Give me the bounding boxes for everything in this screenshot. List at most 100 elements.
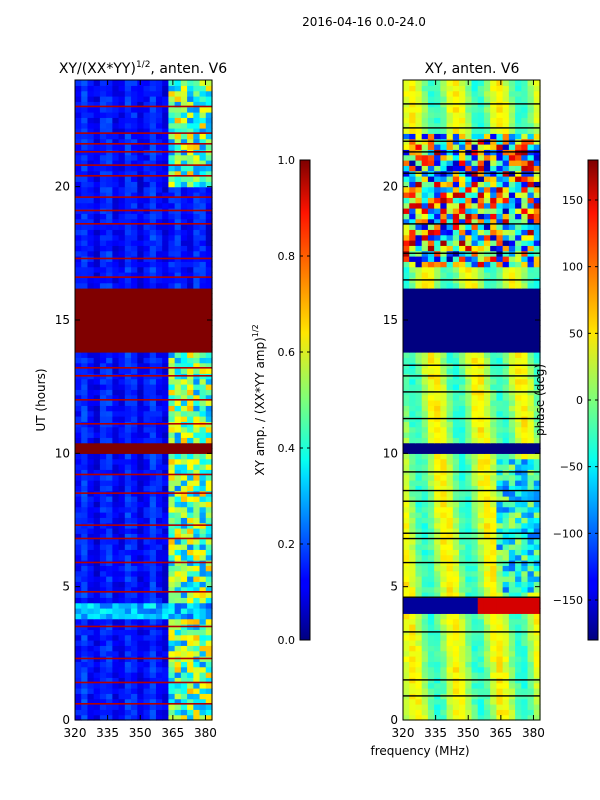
amplitude-cell [149, 128, 157, 134]
amplitude-cell [168, 416, 176, 422]
phase-cell [434, 698, 441, 705]
amplitude-cell [199, 608, 207, 614]
phase-cell [521, 517, 529, 524]
phase-cell [502, 400, 510, 406]
amplitude-cell [193, 688, 201, 694]
phase-cell [477, 474, 485, 481]
amplitude-cell [118, 682, 126, 689]
phase-cell [527, 330, 535, 337]
phase-cell [483, 357, 491, 364]
phase-cell [508, 410, 516, 417]
amplitude-cell [149, 197, 157, 204]
amplitude-cell [149, 464, 157, 470]
amplitude-cell [149, 186, 157, 193]
phase-cell [490, 480, 498, 486]
amplitude-cell [174, 112, 182, 118]
phase-cell [465, 517, 473, 524]
amplitude-cell [137, 261, 145, 268]
amplitude-cell [187, 458, 194, 465]
phase-cell [403, 522, 410, 529]
phase-cell [409, 650, 417, 657]
phase-cell [502, 256, 510, 262]
phase-cell [440, 330, 448, 337]
amplitude-cell [75, 672, 82, 678]
phase-cell [415, 490, 423, 497]
amplitude-cell [205, 213, 213, 220]
phase-cell [515, 234, 522, 241]
amplitude-cell [174, 672, 182, 678]
amplitude-cell [81, 80, 89, 86]
amplitude-cell [205, 341, 213, 348]
amplitude-cell [93, 565, 101, 572]
phase-cell [496, 709, 504, 716]
phase-cell [465, 458, 473, 465]
amplitude-cell [118, 405, 126, 412]
amplitude-cell [187, 250, 194, 257]
phase-cell [446, 378, 454, 385]
amplitude-cell [93, 538, 101, 545]
phase-cell [409, 640, 417, 646]
amplitude-cell [187, 704, 194, 710]
amplitude-cell [81, 304, 89, 310]
amplitude-cell [99, 453, 107, 460]
amplitude-cell [205, 186, 213, 193]
phase-cell [459, 698, 466, 705]
amplitude-cell [87, 298, 95, 305]
amplitude-cell [143, 266, 151, 273]
phase-cell [427, 341, 435, 348]
phase-cell [483, 666, 491, 673]
phase-cell [446, 538, 454, 545]
amplitude-cell [187, 245, 194, 252]
phase-cell [440, 714, 448, 721]
phase-cell [502, 426, 510, 433]
amplitude-cell [118, 453, 126, 460]
phase-cell [421, 709, 429, 716]
amplitude-cell [118, 469, 126, 476]
phase-cell [446, 714, 454, 721]
amplitude-cell [93, 144, 101, 150]
amplitude-cell [137, 629, 145, 636]
amplitude-cell [199, 666, 207, 673]
amplitude-cell [155, 362, 163, 369]
amplitude-cell [93, 330, 101, 337]
amplitude-cell [205, 474, 213, 481]
amplitude-cell [187, 682, 194, 689]
phase-cell [409, 293, 417, 300]
amplitude-cell [75, 357, 82, 364]
amplitude-cell [112, 218, 120, 225]
amplitude-cell [174, 181, 182, 188]
amplitude-cell [93, 554, 101, 561]
phase-cell [452, 666, 460, 673]
phase-cell [521, 309, 529, 316]
amplitude-cell [75, 400, 82, 406]
phase-cell [483, 272, 491, 278]
phase-cell [403, 528, 410, 534]
amplitude-cell [168, 314, 176, 321]
phase-cell [527, 709, 535, 716]
phase-cell [496, 234, 504, 241]
amplitude-cell [180, 165, 188, 172]
phase-cell [415, 208, 423, 214]
phase-cell [483, 346, 491, 353]
phase-cell [427, 613, 435, 620]
phase-cell [527, 181, 535, 188]
amplitude-cell [199, 192, 207, 198]
amplitude-cell [118, 512, 126, 518]
amplitude-cell [99, 586, 107, 593]
amplitude-cell [193, 389, 201, 396]
phase-cell [409, 421, 417, 428]
phase-cell [403, 565, 410, 572]
phase-cell [533, 330, 541, 337]
phase-cell [527, 229, 535, 236]
amplitude-cell [174, 517, 182, 524]
amplitude-cell [112, 304, 120, 310]
amplitude-flag-line [75, 276, 212, 278]
amplitude-cell [199, 250, 207, 257]
phase-cell [452, 304, 460, 310]
amplitude-cell [149, 688, 157, 694]
amplitude-cell [180, 277, 188, 284]
amplitude-cell [93, 378, 101, 385]
phase-cell [421, 650, 429, 657]
amplitude-cell [149, 352, 157, 358]
amplitude-cell [75, 144, 82, 150]
